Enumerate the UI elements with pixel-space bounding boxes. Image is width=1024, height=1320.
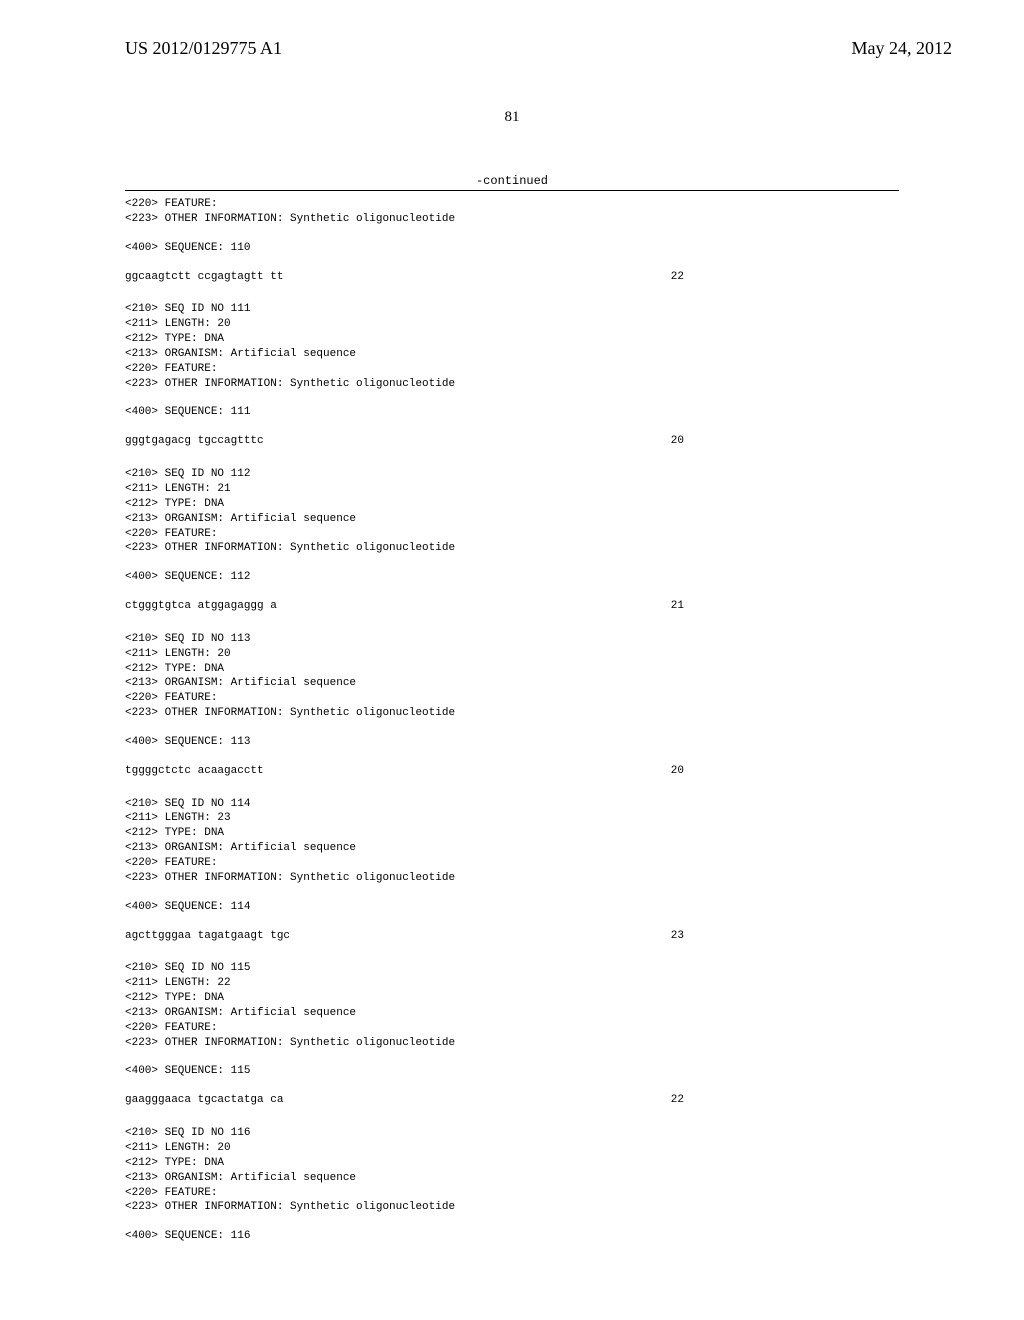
sequence-text: gaagggaaca tgcactatga ca bbox=[125, 1093, 283, 1108]
sequence-metadata: <210> SEQ ID NO 113 <211> LENGTH: 20 <21… bbox=[125, 632, 899, 721]
sequence-metadata: <210> SEQ ID NO 111 <211> LENGTH: 20 <21… bbox=[125, 302, 899, 391]
sequence-header: <400> SEQUENCE: 114 bbox=[125, 900, 899, 915]
sequence-length: 22 bbox=[671, 1093, 899, 1108]
sequence-length: 20 bbox=[671, 764, 899, 779]
sequence-row: agcttgggaa tagatgaagt tgc 23 bbox=[125, 929, 899, 944]
sequence-metadata: <210> SEQ ID NO 112 <211> LENGTH: 21 <21… bbox=[125, 467, 899, 556]
document-date: May 24, 2012 bbox=[852, 38, 953, 59]
content-area: -continued <220> FEATURE: <223> OTHER IN… bbox=[0, 126, 1024, 1244]
document-number: US 2012/0129775 A1 bbox=[125, 38, 282, 59]
sequence-length: 22 bbox=[671, 270, 899, 285]
sequence-row: gaagggaaca tgcactatga ca 22 bbox=[125, 1093, 899, 1108]
sequence-text: tggggctctc acaagacctt bbox=[125, 764, 264, 779]
sequence-header: <400> SEQUENCE: 115 bbox=[125, 1064, 899, 1079]
sequence-listing: <220> FEATURE: <223> OTHER INFORMATION: … bbox=[125, 197, 899, 1244]
sequence-text: ggcaagtctt ccgagtagtt tt bbox=[125, 270, 283, 285]
sequence-row: ctgggtgtca atggagaggg a 21 bbox=[125, 599, 899, 614]
sequence-metadata: <220> FEATURE: <223> OTHER INFORMATION: … bbox=[125, 197, 899, 227]
continued-label: -continued bbox=[125, 174, 899, 188]
sequence-row: gggtgagacg tgccagtttc 20 bbox=[125, 434, 899, 449]
sequence-text: gggtgagacg tgccagtttc bbox=[125, 434, 264, 449]
sequence-header: <400> SEQUENCE: 113 bbox=[125, 735, 899, 750]
page-header: US 2012/0129775 A1 May 24, 2012 bbox=[0, 0, 1024, 67]
sequence-length: 20 bbox=[671, 434, 899, 449]
sequence-metadata: <210> SEQ ID NO 115 <211> LENGTH: 22 <21… bbox=[125, 961, 899, 1050]
sequence-text: agcttgggaa tagatgaagt tgc bbox=[125, 929, 290, 944]
sequence-length: 23 bbox=[671, 929, 899, 944]
sequence-header: <400> SEQUENCE: 110 bbox=[125, 241, 899, 256]
sequence-length: 21 bbox=[671, 599, 899, 614]
sequence-metadata: <210> SEQ ID NO 116 <211> LENGTH: 20 <21… bbox=[125, 1126, 899, 1215]
sequence-row: ggcaagtctt ccgagtagtt tt 22 bbox=[125, 270, 899, 285]
sequence-header: <400> SEQUENCE: 112 bbox=[125, 570, 899, 585]
sequence-metadata: <210> SEQ ID NO 114 <211> LENGTH: 23 <21… bbox=[125, 797, 899, 886]
page-number: 81 bbox=[0, 109, 1024, 126]
divider-line bbox=[125, 190, 899, 191]
sequence-row: tggggctctc acaagacctt 20 bbox=[125, 764, 899, 779]
sequence-header: <400> SEQUENCE: 116 bbox=[125, 1229, 899, 1244]
sequence-header: <400> SEQUENCE: 111 bbox=[125, 405, 899, 420]
sequence-text: ctgggtgtca atggagaggg a bbox=[125, 599, 277, 614]
